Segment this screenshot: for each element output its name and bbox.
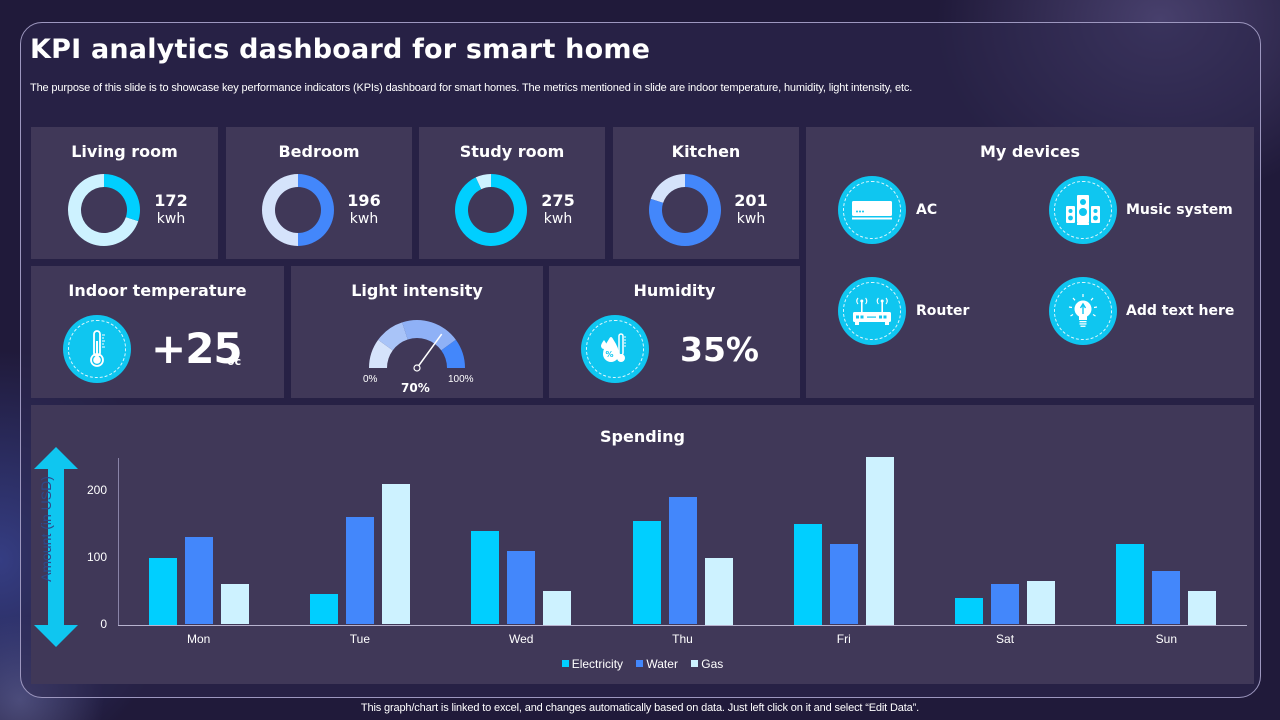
x-tick-label: Tue [349, 631, 371, 646]
legend-swatch [636, 660, 644, 667]
devices-title: My devices [980, 142, 1080, 161]
room-unit: kwh [736, 211, 766, 227]
light-intensity-gauge [369, 320, 465, 372]
indoor-temperature-title: Indoor temperature [68, 281, 247, 300]
router-icon [838, 277, 906, 345]
device-label: Add text here [1126, 303, 1235, 319]
speaker-icon [1049, 176, 1117, 244]
light-intensity-panel: Light intensity 0% 100% 70% [291, 266, 543, 398]
footer-note: This graph/chart is linked to excel, and… [360, 702, 920, 714]
donut-chart [455, 174, 527, 246]
x-tick-label: Mon [186, 631, 211, 646]
legend-label: Water [646, 657, 678, 671]
bar-electricity-sun[interactable] [1116, 544, 1145, 625]
spending-chart-panel[interactable]: Spending 0 100 200 Mon Tue Wed Thu Fri Sat Sun El… [31, 405, 1254, 684]
y-tick-label: 100 [86, 549, 107, 564]
device-label: Router [916, 303, 970, 319]
lightbulb-icon [1049, 277, 1117, 345]
bar-electricity-thu[interactable] [632, 520, 661, 625]
x-axis-line [118, 624, 1247, 626]
bar-chart-area: 0 100 200 Mon Tue Wed Thu Fri Sat Sun [31, 405, 1254, 684]
x-tick-label: Thu [672, 631, 693, 646]
bar-gas-tue[interactable] [381, 483, 410, 625]
y-axis-arrow-icon [34, 447, 78, 647]
thermometer-icon [63, 315, 131, 383]
bar-water-thu[interactable] [668, 497, 697, 625]
gauge-value-label: 70% [401, 381, 430, 395]
bar-water-sun[interactable] [1152, 570, 1181, 625]
room-value: 201 [734, 191, 768, 210]
room-card-study-room[interactable]: Study room 275 kwh [419, 127, 605, 259]
temperature-value: +25 [151, 324, 243, 373]
bar-gas-wed[interactable] [543, 591, 572, 625]
temperature-unit: 0c [227, 355, 242, 368]
room-card-living-room[interactable]: Living room 172 kwh [31, 127, 218, 259]
bar-gas-mon[interactable] [220, 584, 249, 625]
x-tick-label: Sat [996, 631, 1015, 646]
page-title: KPI analytics dashboard for smart home [30, 34, 651, 65]
y-axis-line [118, 458, 119, 625]
room-unit: kwh [349, 211, 379, 227]
legend-item-water[interactable]: Water [636, 657, 678, 671]
donut-chart [68, 174, 140, 246]
legend-item-gas[interactable]: Gas [691, 657, 723, 671]
legend-swatch [691, 660, 699, 667]
bar-water-tue[interactable] [345, 517, 374, 625]
bar-water-mon[interactable] [184, 537, 213, 625]
bar-water-wed[interactable] [507, 550, 536, 625]
my-devices-panel: My devices AC Music system [806, 127, 1254, 398]
y-tick-label: 200 [86, 482, 107, 497]
chart-legend: Electricity Water Gas [31, 657, 1254, 671]
x-tick-label: Sun [1155, 631, 1178, 646]
bar-electricity-mon[interactable] [148, 557, 177, 625]
indoor-temperature-panel: Indoor temperature +25 0c [31, 266, 284, 398]
room-card-kitchen[interactable]: Kitchen 201 kwh [613, 127, 799, 259]
bar-gas-thu[interactable] [704, 557, 733, 625]
x-tick-label: Fri [836, 631, 851, 646]
svg-text:%: % [606, 350, 614, 359]
bar-gas-sun[interactable] [1188, 591, 1217, 625]
humidity-value: 35% [680, 330, 759, 369]
y-tick-label: 0 [100, 616, 107, 631]
gauge-max-label: 100% [448, 374, 474, 385]
device-label: AC [916, 202, 938, 218]
room-value: 275 [541, 191, 575, 210]
room-value: 196 [347, 191, 381, 210]
gauge-min-label: 0% [363, 374, 378, 385]
room-unit: kwh [543, 211, 573, 227]
y-axis-label: Amount (in USD) [38, 476, 54, 582]
bar-water-sat[interactable] [991, 584, 1020, 625]
page-subtitle: The purpose of this slide is to showcase… [30, 82, 913, 94]
humidity-icon: % [581, 315, 649, 383]
room-name: Study room [459, 142, 565, 161]
device-label: Music system [1126, 202, 1233, 218]
room-name: Bedroom [278, 142, 360, 161]
room-value: 172 [154, 191, 188, 210]
air-conditioner-icon [838, 176, 906, 244]
donut-chart [649, 174, 721, 246]
room-unit: kwh [156, 211, 186, 227]
bar-electricity-sat[interactable] [955, 597, 984, 625]
bar-gas-sat[interactable] [1027, 580, 1056, 625]
legend-item-electricity[interactable]: Electricity [561, 657, 624, 671]
humidity-panel: Humidity % 35% [549, 266, 800, 398]
bar-gas-fri[interactable] [865, 457, 894, 625]
chart-title: Spending [600, 427, 685, 446]
bar-electricity-fri[interactable] [793, 524, 822, 625]
legend-label: Electricity [571, 657, 624, 671]
legend-label: Gas [701, 657, 724, 671]
x-tick-label: Wed [508, 631, 534, 646]
room-name: Living room [71, 142, 178, 161]
bar-electricity-tue[interactable] [309, 594, 338, 625]
room-name: Kitchen [671, 142, 741, 161]
bar-water-fri[interactable] [829, 544, 858, 625]
donut-chart [261, 174, 334, 246]
room-card-bedroom[interactable]: Bedroom 196 kwh [226, 127, 412, 259]
bar-electricity-wed[interactable] [471, 530, 500, 625]
humidity-title: Humidity [633, 281, 716, 300]
light-intensity-title: Light intensity [351, 281, 483, 300]
legend-swatch [561, 660, 569, 667]
